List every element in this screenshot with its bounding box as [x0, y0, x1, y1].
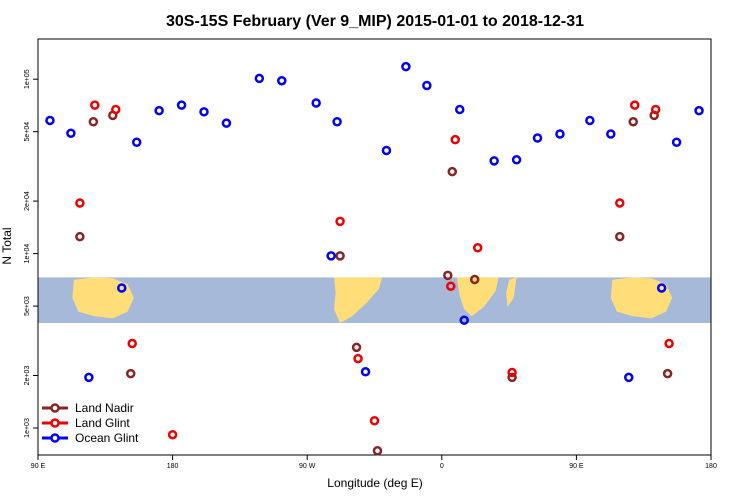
legend-label-land-glint: Land Glint [75, 416, 130, 430]
land-glint-point [335, 216, 345, 227]
land-nadir-point [372, 446, 383, 456]
x-tick-label: 90 E [569, 463, 584, 470]
map-band [38, 277, 711, 323]
land-nadir-point [351, 342, 362, 353]
ocean-glint-point [254, 73, 265, 84]
legend-label-ocean-glint: Ocean Glint [75, 431, 139, 445]
land-glint-point [369, 416, 380, 426]
ocean-glint-point [66, 128, 76, 138]
x-tick-label: 180 [705, 463, 717, 470]
y-tick-label: 5e+03 [24, 296, 31, 316]
land-glint-point [650, 104, 661, 115]
land-glint-point [507, 367, 517, 378]
land-nadir-point [88, 117, 99, 127]
land-glint-point [353, 353, 363, 364]
ocean-glint-point [154, 105, 164, 116]
ocean-glint-point [585, 115, 595, 126]
map-land-australia [72, 277, 134, 319]
x-tick-label: 90 W [299, 463, 316, 470]
ocean-glint-point [131, 137, 142, 147]
chart-title: 30S-15S February (Ver 9_MIP) 2015-01-01 … [166, 13, 584, 30]
ocean-glint-point [555, 129, 565, 139]
ocean-glint-point [311, 98, 321, 108]
map-land-south-america [334, 277, 382, 323]
ocean-glint-point [84, 372, 94, 383]
land-nadir-point [628, 117, 638, 127]
map-land-africa [456, 277, 499, 317]
ocean-glint-point [381, 145, 392, 156]
land-nadir-point [507, 372, 517, 383]
ocean-glint-point [117, 283, 127, 293]
ocean-glint-point [459, 315, 469, 325]
ocean-glint-point [656, 283, 667, 293]
ocean-glint-point [671, 137, 682, 147]
map-land-australia-repeat [610, 277, 673, 319]
legend-marker-land-nadir [50, 403, 60, 413]
land-glint-point [664, 338, 674, 349]
land-nadir-point [469, 274, 480, 285]
ocean-glint-point [221, 118, 232, 128]
y-axis-label: N Total [0, 227, 14, 264]
y-tick-label: 1e+05 [24, 69, 31, 89]
y-tick-label: 2e+03 [24, 366, 31, 386]
land-glint-point [167, 429, 178, 440]
map-land-madagascar [506, 277, 517, 307]
ocean-glint-point [623, 372, 634, 383]
land-nadir-point [443, 270, 453, 281]
y-tick-label: 2e+04 [24, 191, 31, 211]
land-nadir-point [75, 231, 85, 242]
ocean-glint-point [422, 80, 432, 91]
land-glint-point [629, 100, 640, 110]
land-nadir-point [125, 368, 136, 379]
land-glint-point [90, 100, 100, 110]
legend-marker-ocean-glint [50, 433, 60, 443]
y-tick-label: 5e+04 [24, 122, 31, 142]
x-axis: 90 E 180 90 W 0 90 E 180 [31, 455, 717, 470]
legend-label-land-nadir: Land Nadir [75, 401, 134, 415]
ocean-glint-point [532, 133, 543, 143]
ocean-glint-point [332, 117, 342, 127]
land-glint-point [450, 134, 461, 145]
ocean-glint-point [489, 156, 499, 166]
land-glint-point [446, 281, 456, 291]
ocean-glint-point [360, 367, 371, 377]
legend-marker-land-glint [50, 418, 60, 428]
ocean-glint-point [511, 155, 522, 165]
y-tick-label: 1e+03 [24, 418, 31, 438]
ocean-glint-point [277, 75, 287, 86]
ocean-glint-point [401, 61, 411, 72]
land-glint-point [111, 104, 121, 115]
plot-frame [37, 38, 712, 456]
land-nadir-point [447, 166, 458, 177]
y-tick-label: 1e+04 [24, 244, 31, 264]
land-glint-point [127, 338, 137, 349]
data-points [45, 61, 704, 456]
land-nadir-point [335, 251, 345, 261]
ocean-glint-point [694, 105, 704, 116]
land-glint-point [75, 198, 85, 208]
x-tick-label: 90 E [31, 463, 46, 470]
ocean-glint-point [454, 104, 465, 115]
ocean-glint-point [326, 251, 336, 261]
land-glint-point [615, 198, 625, 208]
land-glint-point [472, 243, 483, 253]
ocean-glint-point [606, 129, 616, 139]
ocean-glint-point [45, 115, 55, 126]
ocean-glint-point [199, 107, 209, 117]
x-axis-label: Longitude (deg E) [327, 476, 422, 490]
y-axis: 1e+03 2e+03 5e+03 1e+04 2e+04 5e+04 1e+05 [24, 69, 38, 438]
ocean-glint-point [176, 100, 187, 110]
land-nadir-point [615, 231, 625, 242]
x-tick-label: 0 [440, 463, 444, 470]
land-nadir-point [662, 368, 673, 379]
x-tick-label: 180 [167, 463, 179, 470]
